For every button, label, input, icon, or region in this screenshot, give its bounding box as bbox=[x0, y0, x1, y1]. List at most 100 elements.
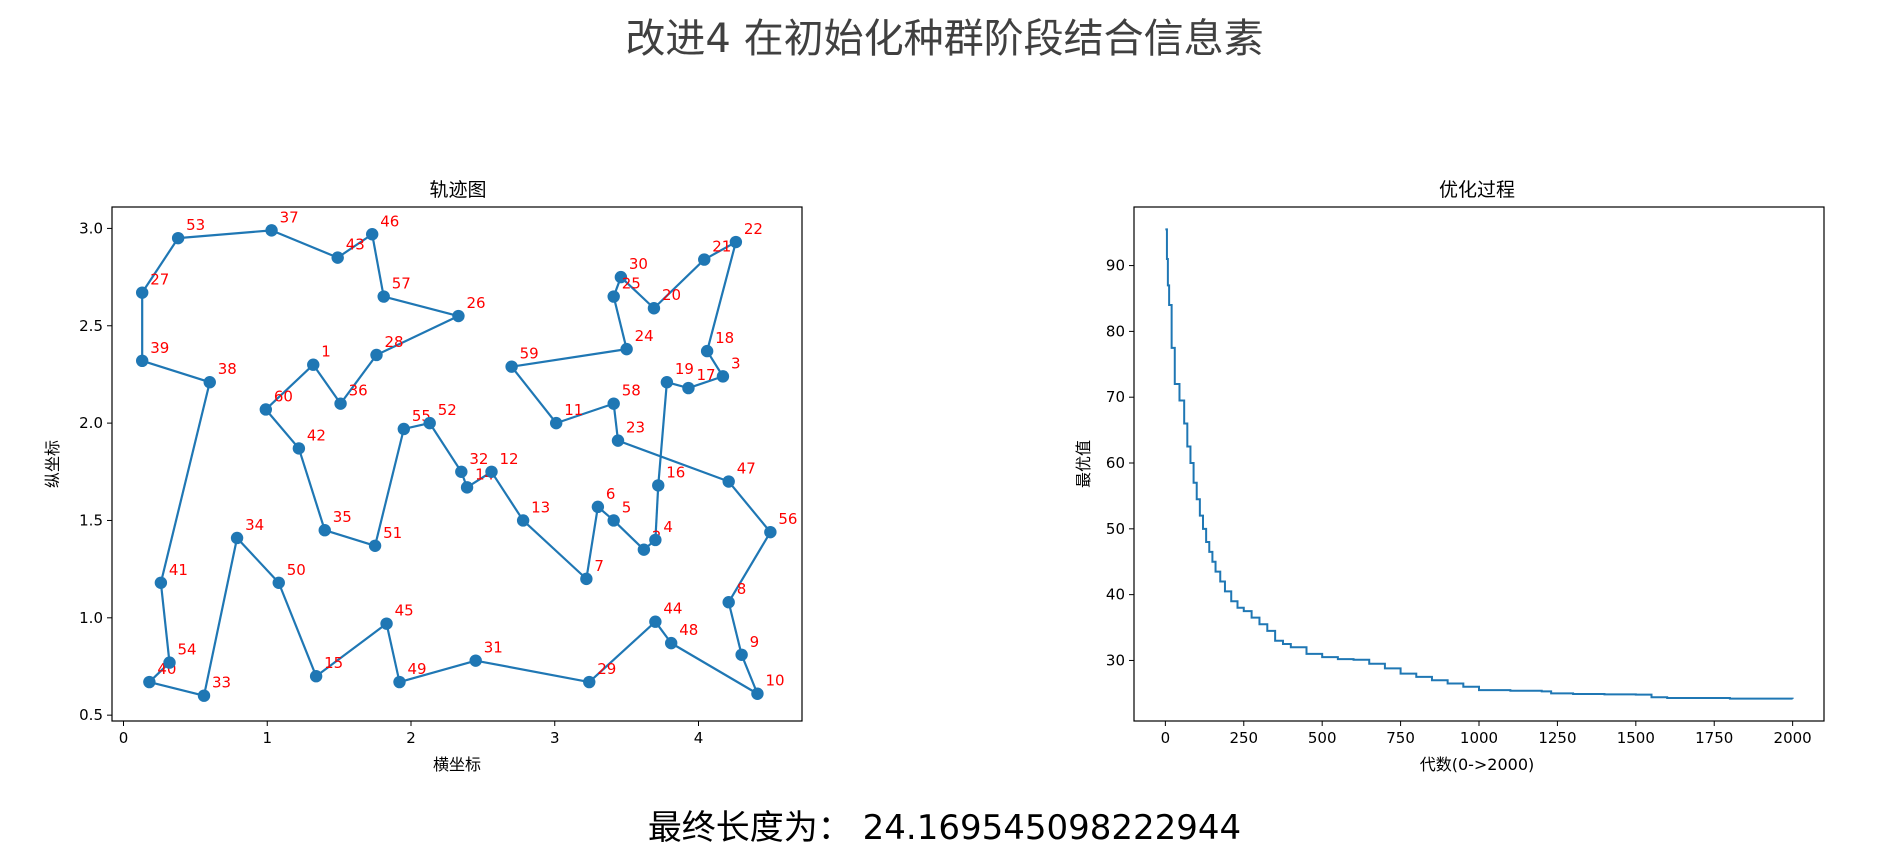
route-segment bbox=[141, 237, 180, 294]
city-label: 20 bbox=[662, 286, 681, 304]
trajectory-chart-title: 轨迹图 bbox=[429, 179, 486, 201]
city-label: 12 bbox=[500, 450, 519, 468]
route-segment bbox=[653, 258, 706, 310]
city-point bbox=[607, 290, 620, 303]
route-segment bbox=[588, 620, 657, 683]
route-segment bbox=[271, 229, 339, 259]
route-segment bbox=[159, 381, 211, 584]
optimization-y-tick-label: 40 bbox=[1106, 586, 1125, 604]
city-point bbox=[607, 514, 620, 527]
city-point bbox=[485, 465, 498, 478]
city-label: 58 bbox=[622, 382, 641, 400]
city-point bbox=[751, 687, 764, 700]
optimization-y-tick-label: 30 bbox=[1106, 651, 1125, 669]
route-segment bbox=[585, 506, 599, 580]
city-label: 32 bbox=[469, 450, 488, 468]
city-label: 25 bbox=[622, 275, 641, 293]
trajectory-x-tick-label: 2 bbox=[406, 729, 416, 747]
city-point bbox=[423, 416, 436, 430]
city-label: 44 bbox=[663, 600, 682, 618]
route-segment bbox=[383, 295, 459, 318]
city-point bbox=[607, 397, 620, 410]
route-segment bbox=[727, 531, 772, 603]
city-label: 48 bbox=[679, 621, 698, 639]
city-point bbox=[259, 403, 273, 416]
city-label: 1 bbox=[321, 343, 331, 361]
route-segment bbox=[555, 402, 615, 425]
route-segment bbox=[727, 480, 772, 533]
optimization-x-tick-label: 250 bbox=[1229, 729, 1258, 747]
city-point bbox=[377, 290, 390, 303]
city-point bbox=[135, 286, 149, 299]
city-point bbox=[735, 648, 748, 662]
city-label: 47 bbox=[737, 460, 756, 478]
optimization-y-tick-label: 50 bbox=[1106, 520, 1125, 538]
city-label: 10 bbox=[765, 672, 784, 690]
route-segment bbox=[511, 348, 627, 368]
city-point bbox=[716, 370, 730, 383]
optimization-x-tick-label: 1500 bbox=[1617, 729, 1655, 747]
city-label: 38 bbox=[218, 360, 237, 378]
city-label: 26 bbox=[466, 294, 485, 312]
optimization-x-axis-label: 代数(0->2000) bbox=[1420, 755, 1535, 774]
city-label: 18 bbox=[715, 329, 734, 347]
route-segment bbox=[522, 519, 588, 580]
best-value-line bbox=[1165, 228, 1794, 700]
city-label: 46 bbox=[380, 212, 399, 230]
route-segment bbox=[740, 654, 759, 695]
city-point bbox=[143, 675, 156, 689]
city-point bbox=[614, 270, 628, 284]
route-segment bbox=[727, 601, 743, 656]
route-segment bbox=[706, 241, 737, 352]
city-point bbox=[307, 358, 320, 371]
city-point bbox=[272, 576, 285, 589]
city-label: 21 bbox=[712, 238, 731, 256]
trajectory-chart: 轨迹图 0 1 2 3 40.51.01.52.02.53.0 53 37434657262… bbox=[43, 179, 803, 774]
city-label: 34 bbox=[245, 516, 264, 534]
trajectory-x-tick-label: 3 bbox=[550, 729, 560, 747]
city-point bbox=[171, 231, 185, 245]
city-label: 37 bbox=[280, 208, 299, 226]
route-segment bbox=[159, 582, 171, 663]
city-label: 6 bbox=[606, 485, 616, 503]
city-label: 33 bbox=[212, 674, 231, 692]
route-segment bbox=[620, 276, 655, 310]
route-segment bbox=[339, 354, 378, 405]
route-segment bbox=[670, 642, 758, 695]
city-point bbox=[318, 523, 331, 537]
city-label: 7 bbox=[594, 557, 604, 575]
trajectory-y-tick-label: 0.5 bbox=[79, 706, 103, 724]
city-point bbox=[393, 675, 406, 689]
optimization-x-tick-label: 1250 bbox=[1538, 729, 1576, 747]
city-label: 23 bbox=[626, 419, 645, 437]
trajectory-x-axis-label: 横坐标 bbox=[433, 755, 481, 774]
city-point bbox=[154, 576, 168, 589]
trajectory-y-tick-label: 2.0 bbox=[79, 414, 103, 432]
city-label: 36 bbox=[349, 382, 368, 400]
route-segment bbox=[149, 680, 205, 697]
route-segment bbox=[475, 659, 590, 684]
city-label: 52 bbox=[438, 401, 457, 419]
route-segment bbox=[178, 229, 272, 240]
city-label: 15 bbox=[324, 654, 343, 672]
city-label: 56 bbox=[778, 510, 797, 528]
trajectory-y-tick-label: 1.0 bbox=[79, 609, 103, 627]
city-point bbox=[516, 514, 530, 527]
city-point bbox=[583, 675, 596, 689]
optimization-y-tick-label: 80 bbox=[1106, 322, 1125, 340]
optimization-x-tick-label: 750 bbox=[1386, 729, 1415, 747]
city-point bbox=[722, 475, 735, 488]
route-segment bbox=[510, 365, 558, 424]
route-segment bbox=[376, 315, 459, 356]
optimization-x-tick-label: 1000 bbox=[1460, 729, 1498, 747]
route-segment bbox=[490, 471, 525, 522]
city-point bbox=[682, 381, 695, 395]
city-point bbox=[334, 397, 347, 410]
city-point bbox=[700, 344, 714, 358]
city-point bbox=[647, 302, 661, 315]
route-segment bbox=[297, 448, 326, 531]
city-label: 49 bbox=[408, 660, 427, 678]
route-segment bbox=[265, 363, 315, 411]
city-label: 8 bbox=[737, 580, 747, 598]
city-point bbox=[469, 654, 482, 667]
